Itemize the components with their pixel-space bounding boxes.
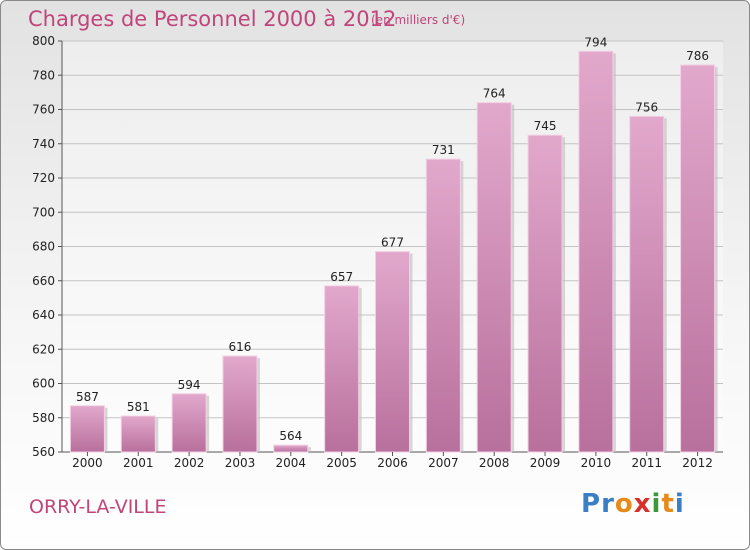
bar-2003	[222, 355, 258, 453]
bar-2011	[629, 115, 665, 453]
value-label-2004: 564	[279, 429, 302, 443]
logo-letter: P	[581, 489, 602, 519]
y-tick-label: 600	[32, 377, 55, 391]
y-tick-label: 700	[32, 205, 55, 219]
logo-letter: x	[633, 489, 652, 519]
logo-letter: r	[601, 489, 615, 519]
value-label-2001: 581	[127, 400, 150, 414]
logo-letter: i	[674, 489, 685, 519]
value-label-2010: 794	[584, 35, 607, 49]
x-tick-label-2000: 2000	[72, 456, 103, 470]
x-tick-label-2005: 2005	[326, 456, 357, 470]
bar-2001	[120, 415, 156, 453]
bar-2010	[578, 50, 614, 453]
y-tick-label: 680	[32, 240, 55, 254]
value-label-2007: 731	[432, 143, 455, 157]
value-label-2012: 786	[686, 49, 709, 63]
bar-2004	[273, 444, 309, 453]
value-label-2011: 756	[635, 100, 658, 114]
logo-letter: i	[651, 489, 662, 519]
x-tick-label-2008: 2008	[479, 456, 510, 470]
x-tick-label-2004: 2004	[276, 456, 307, 470]
commune-name: ORRY-LA-VILLE	[29, 496, 167, 518]
x-tick-label-2011: 2011	[631, 456, 662, 470]
bar-2005	[324, 285, 360, 453]
bar-2002	[171, 393, 207, 453]
value-label-2009: 745	[534, 119, 557, 133]
bar-2008	[476, 102, 512, 453]
y-tick-label: 800	[32, 34, 55, 48]
bar-2012	[680, 64, 716, 453]
y-tick-label: 760	[32, 103, 55, 117]
bar-2009	[527, 134, 563, 453]
x-tick-label-2001: 2001	[123, 456, 154, 470]
logo-letter: o	[614, 489, 634, 519]
value-label-2005: 657	[330, 270, 353, 284]
bar-2000	[69, 405, 105, 453]
y-tick-label: 720	[32, 171, 55, 185]
chart-title: Charges de Personnel 2000 à 2012	[28, 7, 397, 31]
bar-2006	[375, 251, 410, 453]
value-label-2000: 587	[76, 390, 99, 404]
bar-2007	[425, 158, 461, 453]
value-label-2008: 764	[483, 87, 506, 101]
y-tick-label: 560	[32, 445, 55, 459]
x-tick-label-2010: 2010	[581, 456, 612, 470]
y-tick-label: 780	[32, 68, 55, 82]
y-tick-label: 640	[32, 308, 55, 322]
x-tick-label-2006: 2006	[377, 456, 408, 470]
x-tick-label-2002: 2002	[174, 456, 205, 470]
y-tick-label: 620	[32, 342, 55, 356]
x-tick-label-2009: 2009	[530, 456, 561, 470]
x-tick-label-2012: 2012	[682, 456, 713, 470]
value-label-2003: 616	[229, 340, 252, 354]
x-tick-label-2003: 2003	[225, 456, 256, 470]
x-tick-label-2007: 2007	[428, 456, 459, 470]
proxiti-logo: Proxiti	[581, 489, 685, 519]
value-label-2006: 677	[381, 236, 404, 250]
logo-letter: t	[661, 489, 675, 519]
chart-subtitle: (en milliers d'€)	[371, 13, 466, 27]
value-label-2002: 594	[178, 378, 201, 392]
y-tick-label: 740	[32, 137, 55, 151]
y-tick-label: 580	[32, 411, 55, 425]
y-tick-label: 660	[32, 274, 55, 288]
